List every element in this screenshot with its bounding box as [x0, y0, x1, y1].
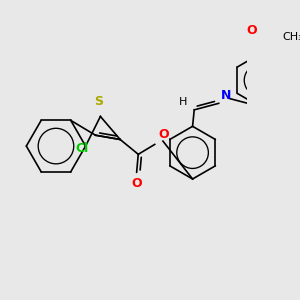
- Text: O: O: [131, 177, 142, 190]
- Text: S: S: [94, 95, 103, 108]
- Text: N: N: [220, 88, 231, 102]
- Text: H: H: [179, 97, 188, 106]
- Text: O: O: [246, 24, 257, 38]
- Text: Cl: Cl: [76, 142, 89, 155]
- Text: CH₃: CH₃: [282, 32, 300, 42]
- Text: O: O: [158, 128, 169, 141]
